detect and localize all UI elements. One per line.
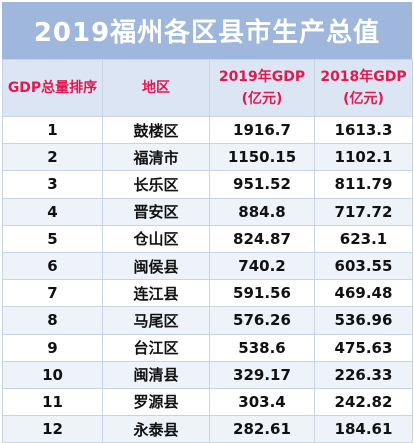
cell-region: 连江县	[102, 279, 210, 308]
cell-rank: 11	[2, 387, 103, 417]
cell-region: 永泰县	[102, 415, 210, 443]
cell-gdp2018: 242.82	[314, 387, 413, 417]
header-gdp-2018: 2018年GDP (亿元)	[314, 59, 413, 117]
cell-gdp2019: 303.4	[209, 387, 315, 417]
header-rank: GDP总量排序	[2, 59, 103, 117]
cell-region: 闽清县	[102, 360, 210, 389]
table-row: 2 福清市 1150.15 1102.1	[2, 143, 413, 172]
cell-gdp2019: 329.17	[209, 360, 315, 389]
table-row: 10 闽清县 329.17 226.33	[2, 360, 413, 389]
gdp-table: GDP总量排序 地区 2019年GDP (亿元) 2018年GDP (亿元) 1…	[2, 59, 413, 443]
cell-region: 福清市	[102, 143, 210, 172]
header-gdp-2018-unit: (亿元)	[343, 91, 384, 107]
table-row: 12 永泰县 282.61 184.61	[2, 415, 413, 443]
cell-gdp2018: 226.33	[314, 360, 413, 389]
cell-rank: 8	[2, 306, 103, 335]
table-body: 1 鼓楼区 1916.7 1613.3 2 福清市 1150.15 1102.1 3 长乐区 951…	[2, 115, 413, 443]
cell-gdp2018: 475.63	[314, 333, 413, 362]
cell-rank: 4	[2, 197, 103, 226]
cell-rank: 6	[2, 251, 103, 281]
cell-rank: 5	[2, 224, 103, 253]
table-row: 9 台江区 538.6 475.63	[2, 333, 413, 362]
cell-rank: 12	[2, 415, 103, 443]
table-header-row: GDP总量排序 地区 2019年GDP (亿元) 2018年GDP (亿元)	[2, 59, 413, 117]
cell-gdp2018: 1613.3	[314, 115, 413, 145]
header-gdp-2019-label: 2019年GDP	[218, 69, 306, 85]
cell-region: 台江区	[102, 333, 210, 362]
table-row: 6 闽侯县 740.2 603.55	[2, 251, 413, 281]
cell-region: 晋安区	[102, 197, 210, 226]
cell-gdp2018: 623.1	[314, 224, 413, 253]
cell-rank: 7	[2, 279, 103, 308]
cell-gdp2018: 469.48	[314, 279, 413, 308]
table-row: 1 鼓楼区 1916.7 1613.3	[2, 115, 413, 145]
table-row: 11 罗源县 303.4 242.82	[2, 387, 413, 417]
cell-rank: 9	[2, 333, 103, 362]
cell-gdp2019: 591.56	[209, 279, 315, 308]
cell-gdp2019: 1150.15	[209, 143, 315, 172]
cell-region: 马尾区	[102, 306, 210, 335]
table-row: 5 仓山区 824.87 623.1	[2, 224, 413, 253]
table-row: 3 长乐区 951.52 811.79	[2, 170, 413, 199]
table-row: 4 晋安区 884.8 717.72	[2, 197, 413, 226]
title-bar: 2019福州各区县市生产总值	[2, 2, 412, 59]
table-row: 8 马尾区 576.26 536.96	[2, 306, 413, 335]
cell-region: 鼓楼区	[102, 115, 210, 145]
cell-gdp2018: 536.96	[314, 306, 413, 335]
cell-region: 闽侯县	[102, 251, 210, 281]
table-row: 7 连江县 591.56 469.48	[2, 279, 413, 308]
cell-gdp2018: 717.72	[314, 197, 413, 226]
cell-rank: 10	[2, 360, 103, 389]
header-gdp-2019: 2019年GDP (亿元)	[209, 59, 315, 117]
cell-gdp2018: 1102.1	[314, 143, 413, 172]
page-title: 2019福州各区县市生产总值	[33, 18, 381, 48]
cell-gdp2018: 811.79	[314, 170, 413, 199]
cell-gdp2019: 576.26	[209, 306, 315, 335]
cell-gdp2019: 884.8	[209, 197, 315, 226]
header-gdp-2018-label: 2018年GDP	[320, 69, 407, 85]
cell-rank: 2	[2, 143, 103, 172]
cell-rank: 1	[2, 115, 103, 145]
cell-rank: 3	[2, 170, 103, 199]
cell-gdp2019: 951.52	[209, 170, 315, 199]
header-gdp-2019-unit: (亿元)	[241, 91, 283, 107]
cell-gdp2019: 824.87	[209, 224, 315, 253]
cell-region: 长乐区	[102, 170, 210, 199]
cell-region: 仓山区	[102, 224, 210, 253]
header-region: 地区	[102, 59, 210, 117]
cell-gdp2019: 740.2	[209, 251, 315, 281]
cell-gdp2019: 1916.7	[209, 115, 315, 145]
cell-gdp2018: 184.61	[314, 415, 413, 443]
cell-gdp2018: 603.55	[314, 251, 413, 281]
cell-gdp2019: 282.61	[209, 415, 315, 443]
cell-region: 罗源县	[102, 387, 210, 417]
cell-gdp2019: 538.6	[209, 333, 315, 362]
